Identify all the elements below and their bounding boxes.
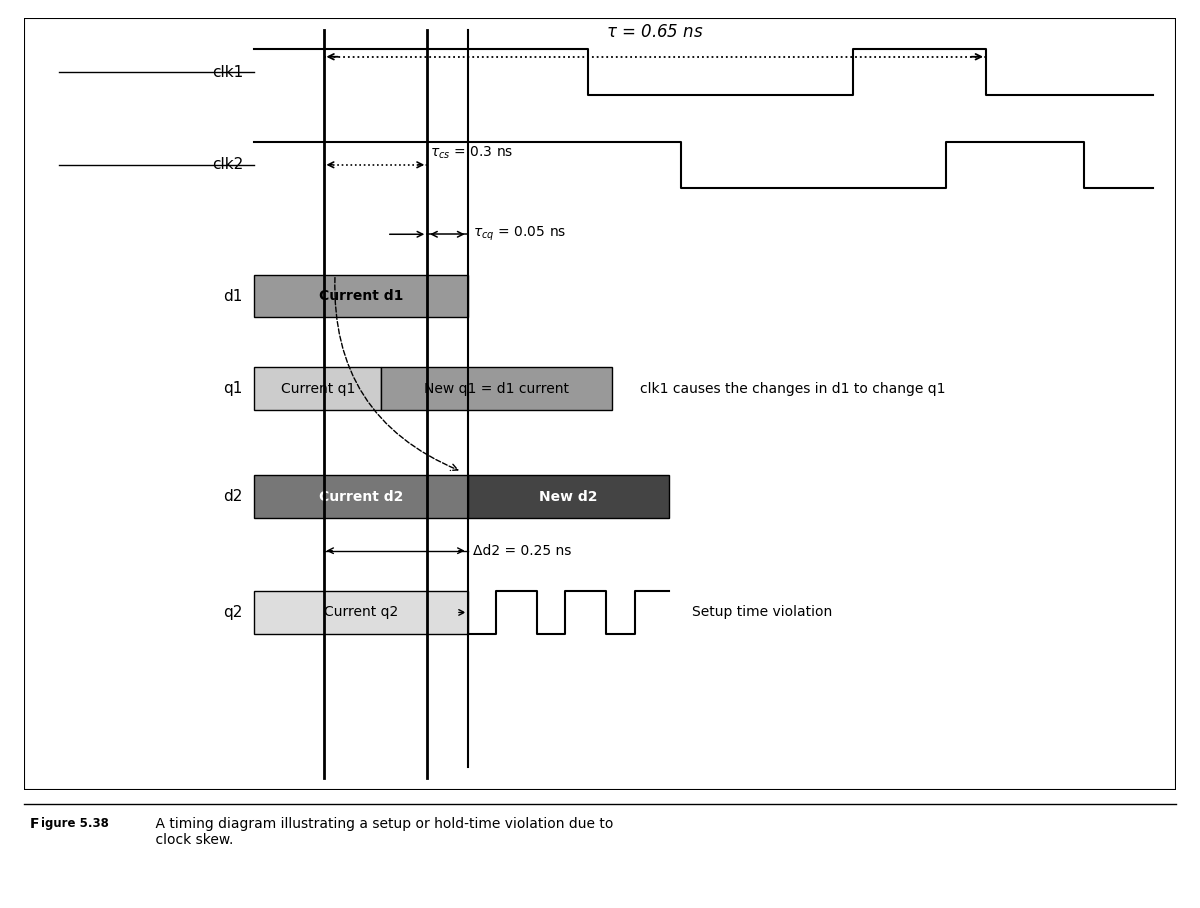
Bar — [254, 368, 382, 410]
Bar — [254, 591, 468, 634]
Text: Current q2: Current q2 — [324, 606, 398, 619]
Text: d2: d2 — [223, 489, 242, 504]
Bar — [468, 476, 670, 518]
Text: New q1 = d1 current: New q1 = d1 current — [424, 381, 569, 396]
Bar — [382, 368, 612, 410]
Bar — [254, 275, 468, 317]
Text: $\tau_{cq}$ = 0.05 ns: $\tau_{cq}$ = 0.05 ns — [473, 225, 566, 243]
Text: q1: q1 — [223, 381, 242, 396]
Text: Δd2 = 0.25 ns: Δd2 = 0.25 ns — [473, 544, 571, 558]
Text: Current q1: Current q1 — [281, 381, 355, 396]
Text: F: F — [30, 817, 40, 831]
Text: Current d1: Current d1 — [319, 289, 403, 303]
Text: clk2: clk2 — [211, 157, 242, 173]
Text: A timing diagram illustrating a setup or hold-time violation due to
    clock sk: A timing diagram illustrating a setup or… — [138, 817, 613, 847]
Bar — [254, 476, 468, 518]
Text: clk1 causes the changes in d1 to change q1: clk1 causes the changes in d1 to change … — [641, 381, 946, 396]
Text: $\tau_{cs}$ = 0.3 ns: $\tau_{cs}$ = 0.3 ns — [430, 144, 512, 161]
Text: Setup time violation: Setup time violation — [692, 606, 833, 619]
Text: q2: q2 — [223, 605, 242, 620]
Text: clk1: clk1 — [211, 64, 242, 80]
Text: New d2: New d2 — [539, 489, 598, 504]
Text: $\tau$ = 0.65 ns: $\tau$ = 0.65 ns — [606, 24, 703, 41]
Text: d1: d1 — [223, 289, 242, 303]
Text: Current d2: Current d2 — [319, 489, 403, 504]
Text: igure 5.38: igure 5.38 — [41, 817, 109, 830]
FancyArrowPatch shape — [335, 278, 457, 470]
